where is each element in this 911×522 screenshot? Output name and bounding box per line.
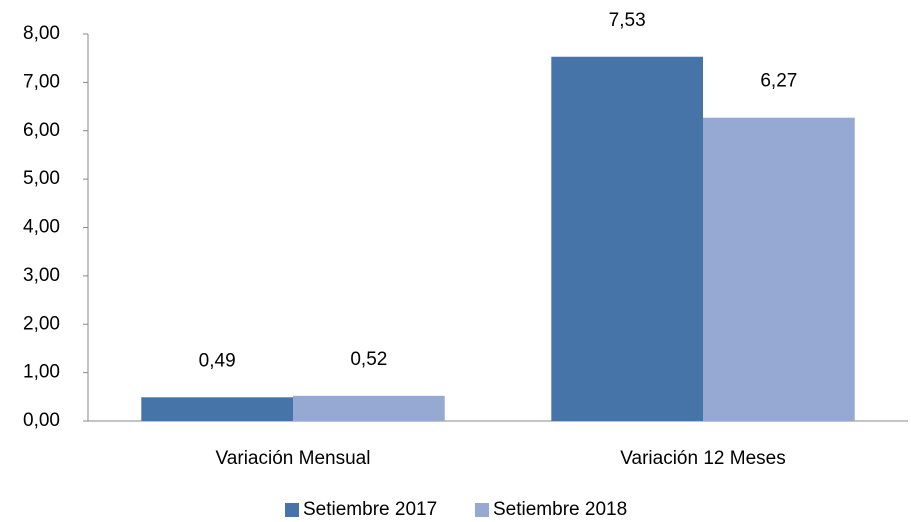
y-tick-label: 1,00: [23, 362, 60, 383]
legend-label: Setiembre 2017: [303, 499, 437, 520]
y-tick-label: 0,00: [23, 410, 60, 431]
value-label: 0,49: [199, 350, 236, 371]
y-tick-label: 8,00: [23, 23, 60, 44]
bar: [703, 117, 855, 421]
y-tick-label: 7,00: [23, 71, 60, 92]
x-tick-label: Variación Mensual: [216, 448, 371, 469]
legend-label: Setiembre 2018: [493, 499, 627, 520]
y-tick-label: 2,00: [23, 313, 60, 334]
bar: [551, 56, 703, 422]
y-tick-label: 3,00: [23, 265, 60, 286]
y-tick-label: 6,00: [23, 120, 60, 141]
y-tick-label: 5,00: [23, 168, 60, 189]
legend-swatch: [475, 503, 489, 517]
value-label: 6,27: [760, 71, 797, 92]
value-label: 0,52: [350, 349, 387, 370]
y-tick-label: 4,00: [23, 217, 60, 238]
bar: [293, 395, 445, 421]
x-tick-label: Variación 12 Meses: [620, 448, 785, 469]
value-label: 7,53: [609, 10, 646, 31]
legend-swatch: [285, 503, 299, 517]
bar: [141, 397, 293, 421]
